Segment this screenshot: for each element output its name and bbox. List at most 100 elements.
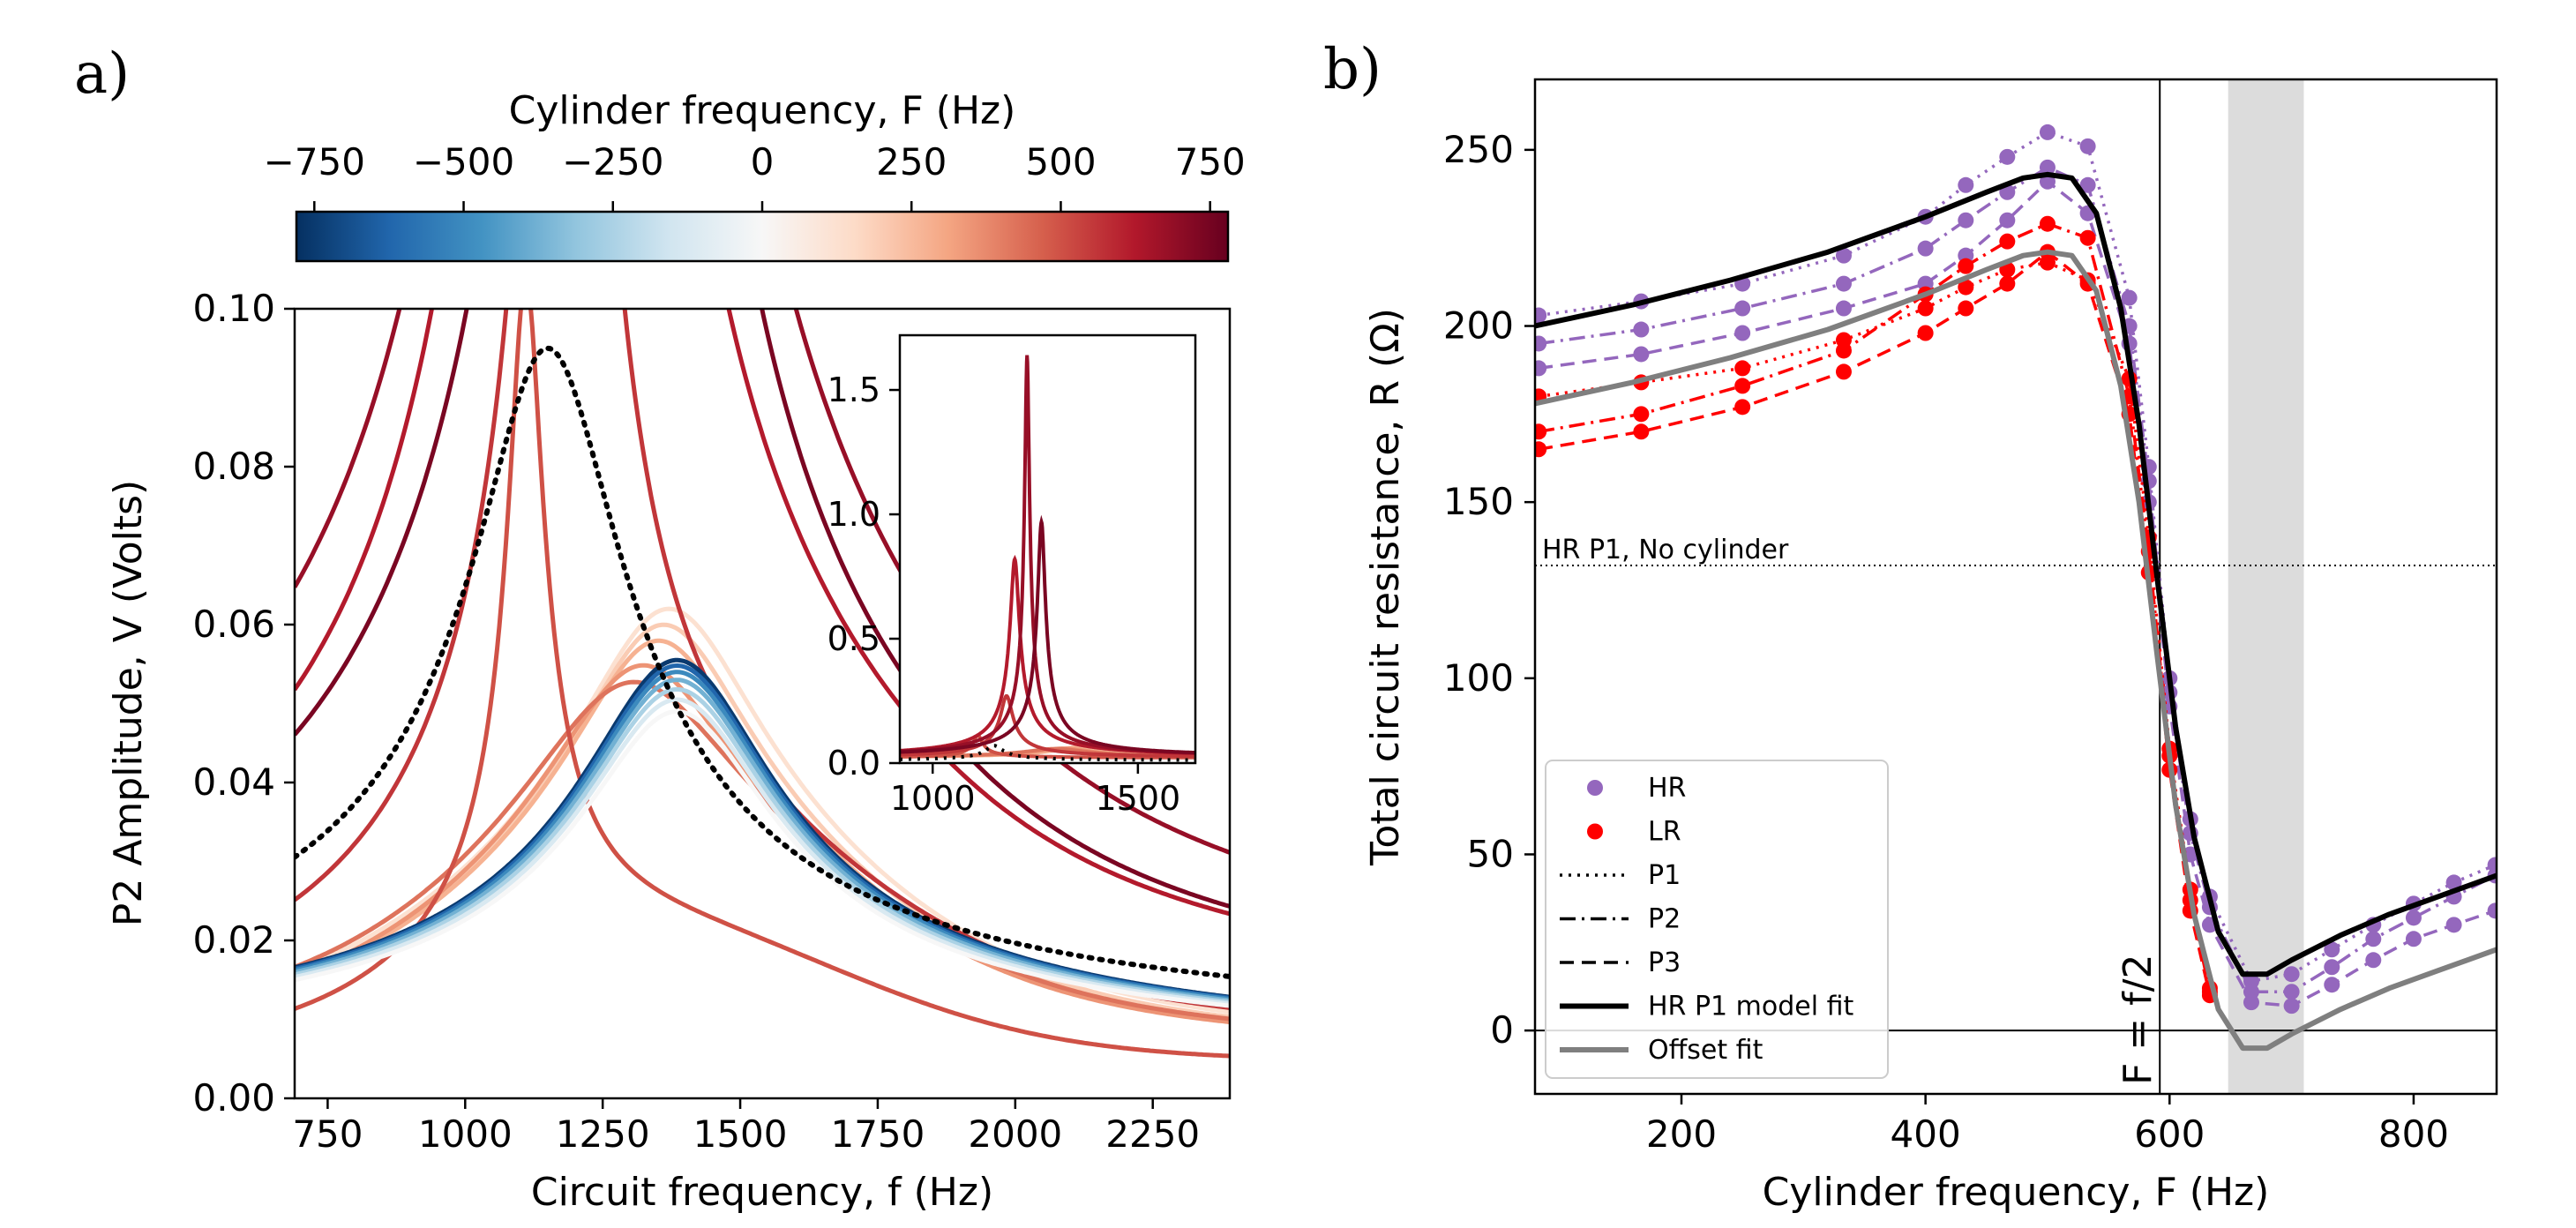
data-point: [1999, 233, 2016, 250]
no-cylinder-label: HR P1, No cylinder: [1542, 535, 1789, 565]
panel-a-ytick-label: 0.10: [192, 287, 275, 330]
inset-ytick-label: 0.0: [827, 744, 880, 782]
colorbar-tick-label: −750: [264, 140, 365, 183]
inset-ytick-label: 1.0: [827, 495, 880, 534]
response-curve-blue: [295, 697, 1230, 1007]
panel-a-ytick-label: 0.08: [192, 445, 275, 488]
colorbar-label: Cylinder frequency, F (Hz): [509, 88, 1016, 133]
data-point: [2079, 138, 2096, 154]
panel-b-xtick-label: 800: [2378, 1112, 2449, 1156]
data-point: [2283, 966, 2300, 983]
panel-a-ytick-label: 0.06: [192, 603, 275, 646]
data-point: [2445, 917, 2462, 933]
panel-b-ytick-label: 150: [1443, 480, 1514, 523]
inset-xtick-label: 1000: [890, 779, 976, 818]
data-point: [1835, 300, 1852, 317]
panel-a-label: a): [74, 41, 130, 107]
data-point: [1958, 212, 1974, 228]
data-point: [2039, 124, 2056, 140]
data-point: [2324, 959, 2340, 976]
colorbar-tick-label: 0: [751, 140, 775, 183]
fit-line: [1535, 249, 2497, 1052]
inset-frame: [898, 333, 1197, 765]
inset-background: [900, 335, 1195, 763]
colorbar-tick-label: −500: [413, 140, 514, 183]
colorbar: [295, 210, 1230, 263]
colorbar-tick-label: 250: [876, 140, 947, 183]
chart-panel-a: Cylinder frequency, F (Hz) −750 −500 −250 0…: [106, 88, 1246, 1215]
panel-a-xtick-label: 1250: [556, 1112, 650, 1156]
data-point: [1835, 247, 1852, 264]
data-point: [1835, 363, 1852, 380]
panel-a-xtick-label: 1750: [830, 1112, 925, 1156]
panel-a-ytick-label: 0.02: [192, 918, 275, 962]
data-point: [1535, 360, 1547, 377]
shaded-band: [2228, 79, 2304, 1094]
colorbar-tick-label: 500: [1025, 140, 1096, 183]
fit-line: [1535, 171, 2497, 977]
series-line: [1538, 166, 2497, 993]
panel-b-ytick-label: 250: [1443, 128, 1514, 171]
data-point: [2365, 952, 2382, 969]
legend-label: P3: [1648, 947, 1681, 978]
panel-a-lines: [295, 309, 1230, 1059]
data-point: [2039, 159, 2056, 176]
panel-a-xtick-label: 1500: [693, 1112, 788, 1156]
data-point: [1958, 258, 1974, 274]
response-curve-blue: [295, 686, 1230, 1005]
panel-b-ytick-label: 0: [1490, 1008, 1514, 1052]
response-curve-red: [295, 309, 1230, 855]
panel-a-ylabel: P2 Amplitude, V (Volts): [106, 480, 151, 926]
panel-b-frame: [1533, 78, 2498, 1096]
data-point: [1535, 441, 1547, 458]
colorbar-tick-label: −250: [562, 140, 663, 183]
data-point: [1958, 176, 1974, 193]
data-point: [1835, 342, 1852, 359]
panel-b-ylabel: Total circuit resistance, R (Ω): [1363, 308, 1408, 866]
panel-a-xtick-label: 2250: [1105, 1112, 1200, 1156]
legend-label: P1: [1648, 860, 1681, 891]
series-line: [1538, 180, 2497, 1007]
data-point: [2283, 998, 2300, 1015]
data-point: [1917, 300, 1934, 317]
data-point: [2079, 176, 2096, 193]
panel-b-lines: [1535, 124, 2497, 1052]
data-point: [2079, 229, 2096, 246]
data-point: [1633, 346, 1650, 363]
data-point: [1633, 406, 1650, 423]
panel-a-xtick-label: 1000: [418, 1112, 513, 1156]
panel-a-xtick-label: 750: [292, 1112, 363, 1156]
legend-marker: [1587, 780, 1603, 796]
no-cylinder-curve: [295, 345, 1230, 979]
panel-b-ytick-label: 50: [1467, 832, 1514, 875]
data-point: [2039, 215, 2056, 232]
panel-a-xtick-label: 2000: [968, 1112, 1062, 1156]
data-point: [1535, 307, 1547, 324]
panel-b-ytick-label: 100: [1443, 656, 1514, 700]
legend-label: LR: [1648, 817, 1681, 848]
inset-response-curve: [900, 693, 1195, 759]
inset-ticks: 1000 1500 0.0 0.5 1.0 1.5: [827, 371, 1181, 818]
inset-response-curve: [900, 514, 1195, 755]
legend-marker: [1587, 823, 1603, 840]
data-point: [1917, 325, 1934, 341]
legend-label: P2: [1648, 904, 1681, 935]
data-point: [1734, 360, 1751, 377]
panel-b-xtick-label: 200: [1646, 1112, 1717, 1156]
inset-response-curve: [900, 733, 1195, 760]
legend-box: [1545, 760, 1889, 1079]
panel-b-legend: HR LR P1 P2 P3 HR P1 model fit Offset fit: [1545, 760, 1889, 1079]
panel-b-xlabel: Cylinder frequency, F (Hz): [1763, 1170, 2270, 1215]
inset-lines: [900, 355, 1195, 762]
response-curve-red: [295, 309, 1230, 1059]
data-point: [1999, 148, 2016, 165]
panel-b-ytick-label: 200: [1443, 304, 1514, 348]
panel-a-ytick-label: 0.00: [192, 1076, 275, 1119]
legend-label: Offset fit: [1648, 1035, 1764, 1066]
data-point: [2283, 984, 2300, 1000]
data-point: [1734, 325, 1751, 341]
data-point: [2445, 874, 2462, 891]
response-curve-red: [295, 309, 1230, 917]
data-point: [2405, 931, 2422, 947]
response-curve-red: [295, 309, 1230, 909]
